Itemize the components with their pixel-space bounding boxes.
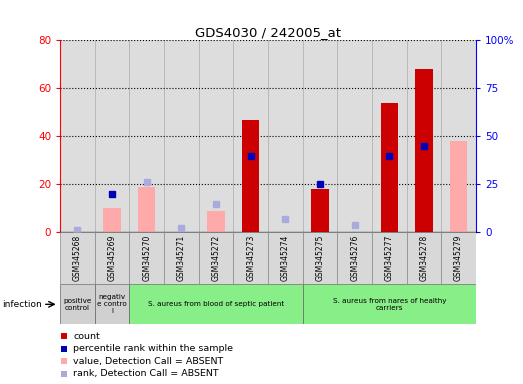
Bar xyxy=(95,40,129,232)
Text: rank, Detection Call = ABSENT: rank, Detection Call = ABSENT xyxy=(73,369,219,378)
Bar xyxy=(129,232,164,284)
Bar xyxy=(95,232,129,284)
Bar xyxy=(372,40,407,232)
Bar xyxy=(337,40,372,232)
Bar xyxy=(303,284,476,324)
Bar xyxy=(381,103,398,232)
Bar xyxy=(303,40,337,232)
Bar xyxy=(199,232,233,284)
Text: S. aureus from nares of healthy
carriers: S. aureus from nares of healthy carriers xyxy=(333,298,446,311)
Bar xyxy=(407,40,441,232)
Text: GSM345279: GSM345279 xyxy=(454,235,463,281)
Bar xyxy=(199,40,233,232)
Bar xyxy=(268,232,303,284)
Bar xyxy=(129,40,164,232)
Bar xyxy=(208,211,225,232)
Bar xyxy=(138,187,155,232)
Bar xyxy=(60,40,95,232)
Text: GSM345268: GSM345268 xyxy=(73,235,82,281)
Text: GSM345269: GSM345269 xyxy=(108,235,117,281)
Text: value, Detection Call = ABSENT: value, Detection Call = ABSENT xyxy=(73,357,223,366)
Text: GSM345277: GSM345277 xyxy=(385,235,394,281)
Bar xyxy=(407,232,441,284)
Text: GSM345273: GSM345273 xyxy=(246,235,255,281)
Bar xyxy=(242,119,259,232)
Text: count: count xyxy=(73,332,100,341)
Text: infection: infection xyxy=(3,300,42,309)
Bar xyxy=(233,232,268,284)
Bar xyxy=(450,141,467,232)
Bar xyxy=(233,40,268,232)
Bar xyxy=(441,232,476,284)
Bar xyxy=(337,232,372,284)
Text: percentile rank within the sample: percentile rank within the sample xyxy=(73,344,233,353)
Bar xyxy=(129,284,303,324)
Bar xyxy=(95,284,129,324)
Bar xyxy=(60,232,95,284)
Bar xyxy=(415,69,433,232)
Bar xyxy=(60,284,95,324)
Bar xyxy=(268,40,303,232)
Text: GSM345276: GSM345276 xyxy=(350,235,359,281)
Text: GSM345270: GSM345270 xyxy=(142,235,151,281)
Text: GSM345272: GSM345272 xyxy=(212,235,221,281)
Title: GDS4030 / 242005_at: GDS4030 / 242005_at xyxy=(195,26,341,39)
Bar xyxy=(303,232,337,284)
Bar xyxy=(164,40,199,232)
Bar xyxy=(372,232,407,284)
Text: negativ
e contro
l: negativ e contro l xyxy=(97,294,127,314)
Text: GSM345271: GSM345271 xyxy=(177,235,186,281)
Text: GSM345275: GSM345275 xyxy=(315,235,324,281)
Bar xyxy=(164,232,199,284)
Text: positive
control: positive control xyxy=(63,298,92,311)
Bar xyxy=(441,40,476,232)
Bar xyxy=(311,189,328,232)
Text: S. aureus from blood of septic patient: S. aureus from blood of septic patient xyxy=(148,301,284,307)
Text: GSM345274: GSM345274 xyxy=(281,235,290,281)
Bar xyxy=(104,208,121,232)
Text: GSM345278: GSM345278 xyxy=(419,235,428,281)
